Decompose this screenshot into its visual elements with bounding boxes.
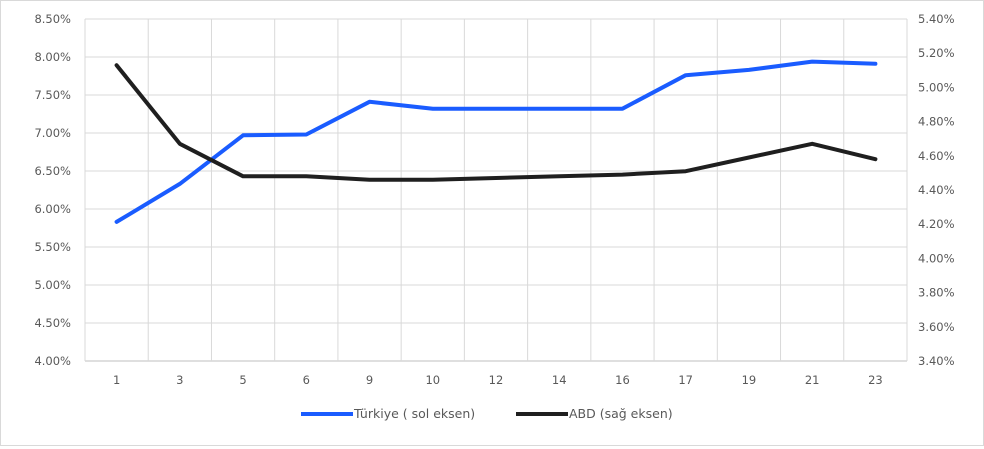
left-tick-label: 8.50% <box>34 12 71 26</box>
legend: Türkiye ( sol eksen) ABD (sağ eksen) <box>301 406 673 421</box>
left-tick-label: 4.00% <box>34 354 71 368</box>
x-tick-label: 10 <box>425 373 440 387</box>
right-tick-label: 5.00% <box>918 80 955 94</box>
series-line-2 <box>114 63 878 182</box>
x-tick-label: 9 <box>366 373 373 387</box>
x-tick-label: 19 <box>742 373 757 387</box>
right-tick-label: 4.40% <box>918 183 955 197</box>
x-tick-label: 23 <box>868 373 883 387</box>
series-lines <box>114 59 878 224</box>
x-tick-label: 1 <box>113 373 120 387</box>
right-tick-label: 5.20% <box>918 46 955 60</box>
x-tick-label: 3 <box>176 373 183 387</box>
left-tick-label: 7.50% <box>34 88 71 102</box>
left-tick-label: 5.00% <box>34 278 71 292</box>
series-line-1 <box>114 59 878 224</box>
right-tick-label: 4.60% <box>918 149 955 163</box>
x-tick-label: 21 <box>805 373 820 387</box>
right-tick-label: 4.20% <box>918 217 955 231</box>
x-tick-label: 6 <box>303 373 310 387</box>
left-tick-label: 5.50% <box>34 240 71 254</box>
gridlines <box>84 18 908 362</box>
right-tick-label: 5.40% <box>918 12 955 26</box>
left-tick-label: 6.50% <box>34 164 71 178</box>
left-tick-label: 8.00% <box>34 50 71 64</box>
right-tick-label: 3.80% <box>918 286 955 300</box>
right-tick-label: 4.00% <box>918 251 955 265</box>
x-axis-tick-labels: 1 3 5 6 9 10 12 14 16 17 19 21 23 <box>113 373 883 387</box>
legend-label-1: Türkiye ( sol eksen) <box>353 406 475 421</box>
legend-label-2: ABD (sağ eksen) <box>569 406 673 421</box>
left-tick-label: 4.50% <box>34 316 71 330</box>
right-axis-tick-labels: 3.40% 3.60% 3.80% 4.00% 4.20% 4.40% 4.60% 4.80%… <box>918 12 955 368</box>
right-tick-label: 4.80% <box>918 115 955 129</box>
left-tick-label: 6.00% <box>34 202 71 216</box>
x-tick-label: 5 <box>239 373 246 387</box>
right-tick-label: 3.40% <box>918 354 955 368</box>
right-tick-label: 3.60% <box>918 320 955 334</box>
x-tick-label: 14 <box>552 373 567 387</box>
x-tick-label: 16 <box>615 373 630 387</box>
x-tick-label: 17 <box>678 373 693 387</box>
x-tick-label: 12 <box>489 373 504 387</box>
left-tick-label: 7.00% <box>34 126 71 140</box>
left-axis-tick-labels: 4.00% 4.50% 5.00% 5.50% 6.00% 6.50% 7.00% 7.50%… <box>34 12 71 368</box>
